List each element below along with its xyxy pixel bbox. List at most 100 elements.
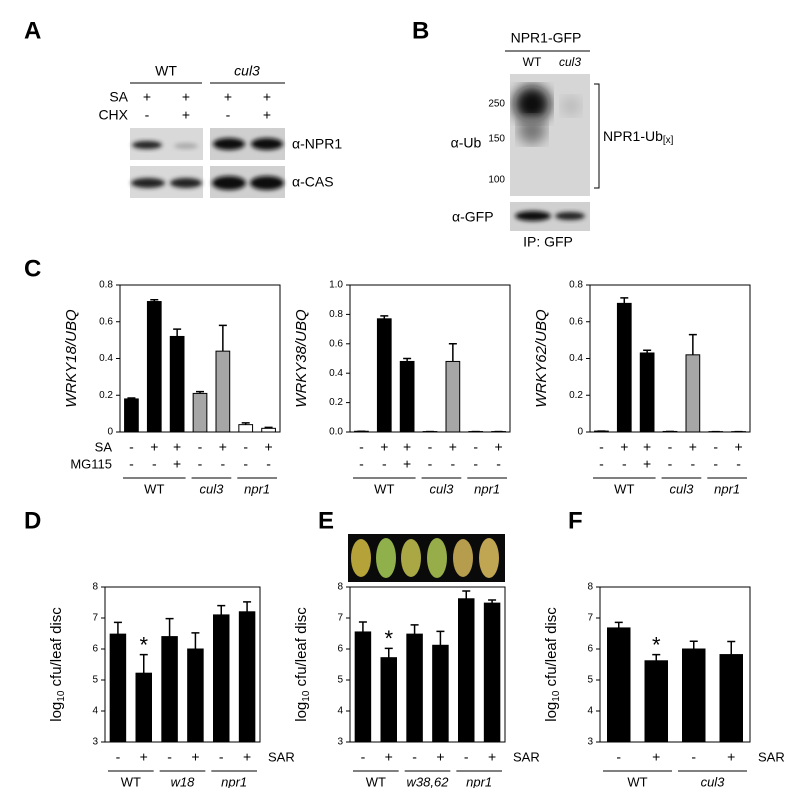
y-label-part: cfu/leaf disc (293, 607, 310, 691)
group-label: cul3 (429, 481, 454, 496)
sign: - (152, 456, 157, 472)
error-bar (462, 590, 471, 599)
genotype-label: cul3 (559, 55, 581, 69)
error-bar (727, 640, 736, 655)
y-tick-label: 0.2 (569, 390, 583, 401)
sign: + (140, 749, 148, 765)
error-bar (488, 599, 497, 604)
panel-letter: F (568, 507, 583, 534)
group-label: WT (121, 774, 141, 788)
sign: + (734, 439, 742, 455)
sign: - (428, 439, 433, 455)
y-tick-label: 0.8 (569, 280, 583, 291)
sign: + (150, 439, 158, 455)
y-tick-label: 0.8 (99, 280, 113, 291)
bar (376, 318, 392, 433)
sign: - (713, 456, 718, 472)
sign: - (382, 456, 387, 472)
construct-label: NPR1-GFP (511, 30, 582, 46)
y-axis-label: WRKY18/UBQ (63, 309, 80, 408)
product-subscript: [x] (663, 135, 674, 146)
group-label: w38,62 (407, 774, 450, 788)
sign: + (643, 456, 651, 472)
y-tick-label: 7 (587, 613, 593, 624)
y-label-part: log (543, 702, 560, 722)
sign: + (449, 439, 457, 455)
y-tick-label: 0.6 (329, 338, 343, 349)
y-axis-label: log10 cfu/leaf disc (293, 607, 312, 722)
y-tick-label: 6 (92, 644, 98, 655)
treatment-label: MG115 (70, 456, 112, 471)
bar (261, 427, 276, 433)
genotype-label: WT (155, 63, 177, 79)
sign: + (494, 439, 502, 455)
group-label: npr1 (466, 774, 492, 788)
sign: + (488, 749, 496, 765)
error-bar (127, 397, 136, 399)
error-bar (196, 390, 204, 394)
sign: - (736, 456, 741, 472)
group-label: cul3 (199, 481, 224, 496)
group-label: cul3 (701, 774, 726, 788)
treatment-label: CHX (98, 107, 128, 123)
product: NPR1-Ub (603, 128, 663, 144)
sign: - (167, 749, 172, 765)
sign: - (116, 749, 121, 765)
group-label: npr1 (221, 774, 247, 788)
plot-frame (349, 586, 506, 743)
sign: - (428, 456, 433, 472)
error-bar (173, 328, 182, 337)
error-bar (620, 297, 629, 304)
bar (161, 636, 178, 743)
group-label: npr1 (474, 481, 500, 496)
mw-marker: 150 (488, 134, 505, 145)
significance-star: * (139, 632, 148, 657)
panel-letter: B (412, 17, 429, 44)
sign: - (464, 749, 469, 765)
y-tick-label: 4 (587, 706, 593, 717)
y-axis-label: WRKY38/UBQ (293, 309, 310, 408)
sign: + (224, 89, 232, 105)
sign: - (622, 456, 627, 472)
bar (682, 648, 706, 743)
y-tick-label: 1.0 (329, 280, 343, 291)
error-bar (436, 630, 445, 646)
mw-marker: 100 (488, 175, 505, 186)
sign: + (643, 439, 651, 455)
error-bar (384, 647, 393, 658)
error-bar (191, 632, 200, 649)
sign: + (652, 749, 660, 765)
blot (130, 128, 285, 198)
sign: + (182, 107, 190, 123)
sign: + (263, 89, 271, 105)
bar (432, 644, 449, 743)
y-tick-label: 6 (587, 644, 593, 655)
sign: + (143, 89, 151, 105)
product-label: NPR1-Ub[x] (603, 128, 674, 146)
error-bar (165, 617, 174, 637)
y-label-part: log (48, 702, 65, 722)
bar (406, 633, 423, 743)
leaf-photo (348, 534, 505, 582)
sign: + (243, 749, 251, 765)
y-tick-label: 0.2 (329, 397, 343, 408)
error-bar (688, 333, 697, 355)
mw-marker: 250 (488, 99, 505, 110)
sign: - (451, 456, 456, 472)
y-tick-label: 3 (337, 737, 343, 748)
sign: - (359, 456, 364, 472)
sign: + (403, 456, 411, 472)
sign: - (616, 749, 621, 765)
group-label: WT (144, 481, 164, 496)
group-label: WT (614, 481, 634, 496)
group-label: WT (627, 774, 647, 788)
significance-star: * (384, 626, 393, 651)
sign: - (668, 439, 673, 455)
sign: + (219, 439, 227, 455)
y-label-part: cfu/leaf disc (48, 607, 65, 691)
y-axis-label: WRKY62/UBQ (533, 309, 550, 408)
treatment-label: SA (109, 89, 128, 105)
sign: + (173, 439, 181, 455)
sign: - (198, 439, 203, 455)
